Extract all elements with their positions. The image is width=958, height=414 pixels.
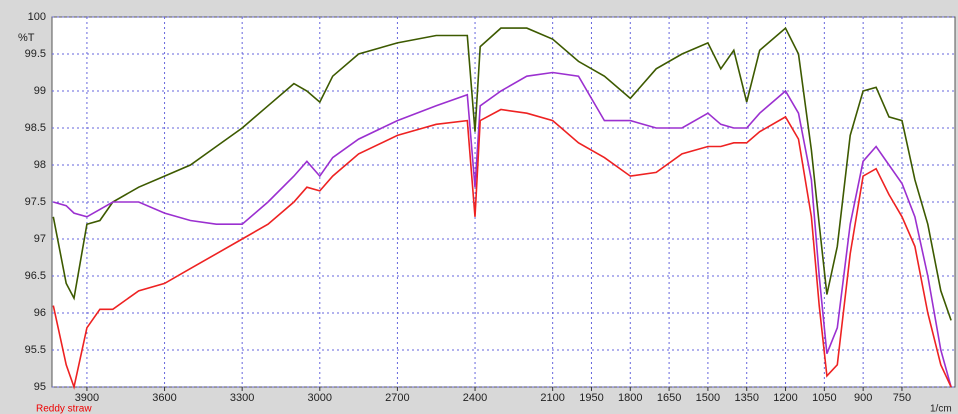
y-tick-label: 97.5 bbox=[25, 196, 46, 208]
x-tick-label: 3300 bbox=[230, 392, 254, 404]
spectrum-line bbox=[52, 108, 952, 390]
y-tick-label: 98.5 bbox=[25, 122, 46, 134]
x-tick-label: 1650 bbox=[657, 392, 681, 404]
y-tick-label: 96.5 bbox=[25, 270, 46, 282]
x-tick-label: 2700 bbox=[385, 392, 409, 404]
x-tick-label: 1200 bbox=[773, 392, 797, 404]
y-tick-label: 95.5 bbox=[25, 344, 46, 356]
x-tick-label: 1800 bbox=[618, 392, 642, 404]
x-tick-label: 1050 bbox=[812, 392, 836, 404]
y-tick-label: 97 bbox=[34, 233, 46, 245]
x-tick-label: 3900 bbox=[75, 392, 99, 404]
x-tick-label: 2400 bbox=[463, 392, 487, 404]
x-tick-label: 3000 bbox=[308, 392, 332, 404]
y-tick-label: 99.5 bbox=[25, 48, 46, 60]
x-tick-label: 900 bbox=[854, 392, 872, 404]
y-tick-label: 95 bbox=[34, 381, 46, 393]
sample-label: Reddy straw bbox=[36, 404, 92, 414]
y-tick-label: 99 bbox=[34, 85, 46, 97]
x-tick-label: 2100 bbox=[540, 392, 564, 404]
x-tick-label: 3600 bbox=[152, 392, 176, 404]
x-tick-label: 1500 bbox=[696, 392, 720, 404]
y-tick-label: 98 bbox=[34, 159, 46, 171]
x-axis-label: 1/cm bbox=[930, 404, 952, 414]
y-tick-label: 96 bbox=[34, 307, 46, 319]
x-tick-label: 1350 bbox=[734, 392, 758, 404]
y-tick-label: 100 bbox=[28, 11, 46, 23]
spectrum-line bbox=[52, 26, 952, 321]
y-axis-label: %T bbox=[18, 32, 35, 44]
x-tick-label: 750 bbox=[893, 392, 911, 404]
spectrum-line bbox=[53, 71, 952, 388]
x-tick-label: 1950 bbox=[579, 392, 603, 404]
